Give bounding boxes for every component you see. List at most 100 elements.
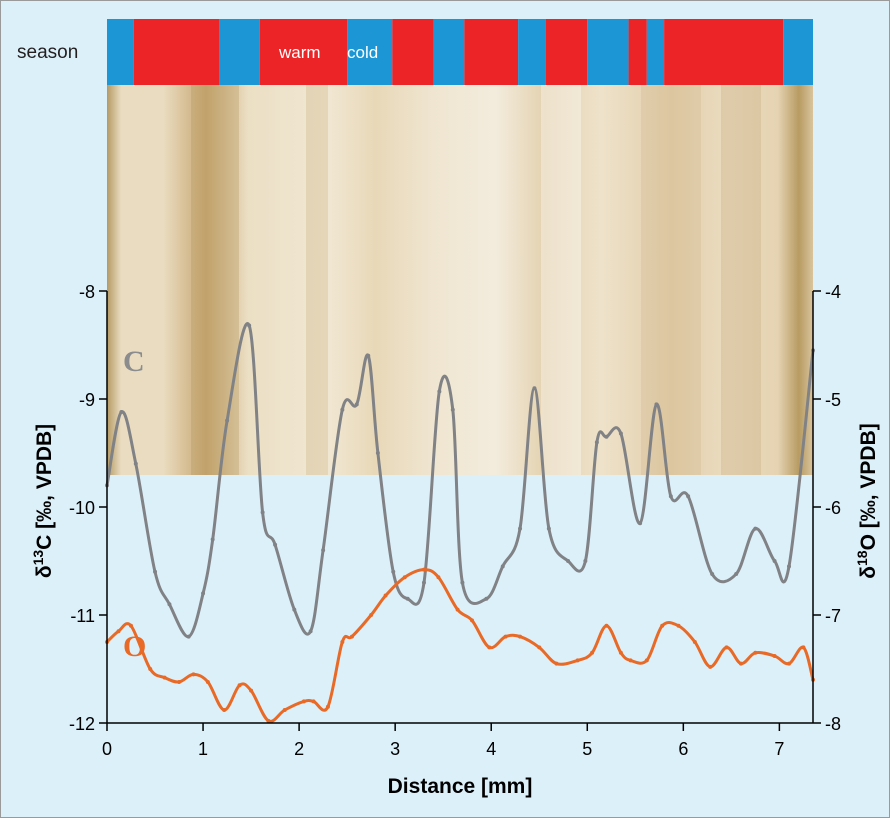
oxygen-data-point <box>470 618 475 623</box>
carbon-isotope-points <box>105 323 815 639</box>
carbon-data-point <box>375 451 380 455</box>
oxygen-data-point <box>148 667 153 671</box>
carbon-data-point <box>119 409 124 414</box>
right-y-tick-label: -8 <box>825 714 841 734</box>
right-y-tick-label: -7 <box>825 606 841 626</box>
season-segment-cold <box>646 19 665 85</box>
season-band <box>107 19 813 85</box>
oxygen-data-point <box>311 699 316 704</box>
oxygen-data-point <box>801 645 806 650</box>
carbon-data-point <box>594 440 599 445</box>
oxygen-data-point <box>177 679 182 684</box>
right-axis-title-prefix: δ <box>857 566 880 579</box>
chart-axes: 0 1 2 3 4 5 6 7 -12 -11 -10 -9 -8 -8 -7 -6 -5 -4 <box>69 282 841 759</box>
season-segment-cold <box>518 19 546 85</box>
oxygen-data-point <box>537 645 542 650</box>
season-segment-cold <box>783 19 813 85</box>
oxygen-data-point <box>708 664 713 669</box>
carbon-data-point <box>654 402 659 407</box>
carbon-data-point <box>546 526 551 531</box>
carbon-data-point <box>668 494 673 499</box>
x-tick-label: 5 <box>582 739 592 759</box>
oxygen-data-point <box>436 575 441 580</box>
carbon-data-point <box>308 629 313 634</box>
season-segment-cold <box>219 19 260 85</box>
oxygen-data-point <box>644 658 649 663</box>
season-segment-warm <box>133 19 220 85</box>
carbon-data-point <box>618 431 623 436</box>
x-tick-label: 3 <box>390 739 400 759</box>
carbon-data-point <box>186 634 191 639</box>
oxygen-data-point <box>618 650 623 655</box>
oxygen-data-point <box>266 718 271 723</box>
oxygen-data-point <box>421 567 426 572</box>
photo-streak-1 <box>306 85 328 475</box>
right-y-tick-label: -4 <box>825 282 841 302</box>
oxygen-series-label: O <box>123 630 146 663</box>
oxygen-data-point <box>383 593 388 598</box>
oxygen-data-point <box>129 623 134 628</box>
season-segment-warm <box>545 19 588 85</box>
photo-streak-0 <box>191 85 239 475</box>
carbon-data-point <box>366 353 371 358</box>
oxygen-data-point <box>772 654 777 659</box>
left-axis-title-rest: C [‰, VPDB] <box>33 424 56 550</box>
right-axis-title-rest: O [‰, VPDB] <box>857 423 880 550</box>
season-segment-cold <box>433 19 465 85</box>
oxygen-data-point <box>349 634 354 639</box>
left-axis-title-sup: 13 <box>30 550 46 566</box>
oxygen-data-point <box>162 675 167 680</box>
photo-streak-2 <box>541 85 581 475</box>
oxygen-data-point <box>487 645 492 650</box>
oxygen-data-point <box>222 708 227 713</box>
carbon-data-point <box>133 461 138 466</box>
oxygen-data-point <box>604 623 609 628</box>
carbon-data-point <box>500 564 505 569</box>
oxygen-data-point <box>249 688 254 693</box>
oxygen-data-point <box>590 650 595 655</box>
oxygen-data-point <box>692 640 697 644</box>
carbon-data-point <box>686 494 691 499</box>
carbon-data-point <box>484 596 489 601</box>
right-y-tick-label: -6 <box>825 498 841 518</box>
oxygen-data-point <box>116 629 121 634</box>
oxygen-data-point <box>660 623 665 628</box>
photo-streak-3 <box>641 85 701 475</box>
season-segment-cold <box>107 19 134 85</box>
right-y-tick-label: -5 <box>825 390 841 410</box>
right-axis-title: δ18O [‰, VPDB] <box>854 423 880 579</box>
oxygen-data-point <box>738 661 743 666</box>
oxygen-data-point <box>402 575 407 580</box>
carbon-data-point <box>421 580 426 585</box>
oxygen-data-point <box>455 607 460 612</box>
carbon-data-point <box>518 526 523 531</box>
oxygen-data-point <box>237 683 242 688</box>
carbon-data-point <box>460 580 465 585</box>
oxygen-data-point <box>628 658 633 663</box>
carbon-data-point <box>772 559 777 563</box>
sample-photo-band <box>107 85 813 475</box>
oxygen-data-point <box>282 708 287 713</box>
carbon-data-point <box>450 407 455 412</box>
carbon-data-point <box>532 386 537 391</box>
carbon-data-point <box>225 418 230 423</box>
carbon-data-point <box>354 402 359 407</box>
season-segment-cold <box>347 19 393 85</box>
left-axis-title: δ13C [‰, VPDB] <box>30 424 56 578</box>
x-tick-label: 1 <box>198 739 208 759</box>
carbon-data-point <box>604 434 609 439</box>
oxygen-data-point <box>369 613 374 617</box>
carbon-data-point <box>753 526 758 531</box>
left-y-tick-label: -8 <box>79 282 95 302</box>
oxygen-data-point <box>676 623 681 628</box>
carbon-data-point <box>273 542 278 547</box>
carbon-data-point <box>292 607 297 612</box>
oxygen-data-point <box>724 645 729 650</box>
x-axis-title: Distance [mm] <box>388 775 533 798</box>
left-y-tick-label: -9 <box>79 390 95 410</box>
carbon-data-point <box>153 569 158 574</box>
carbon-data-point <box>786 564 791 569</box>
oxygen-isotope-points <box>105 567 815 723</box>
left-y-tick-label: -10 <box>69 498 95 518</box>
